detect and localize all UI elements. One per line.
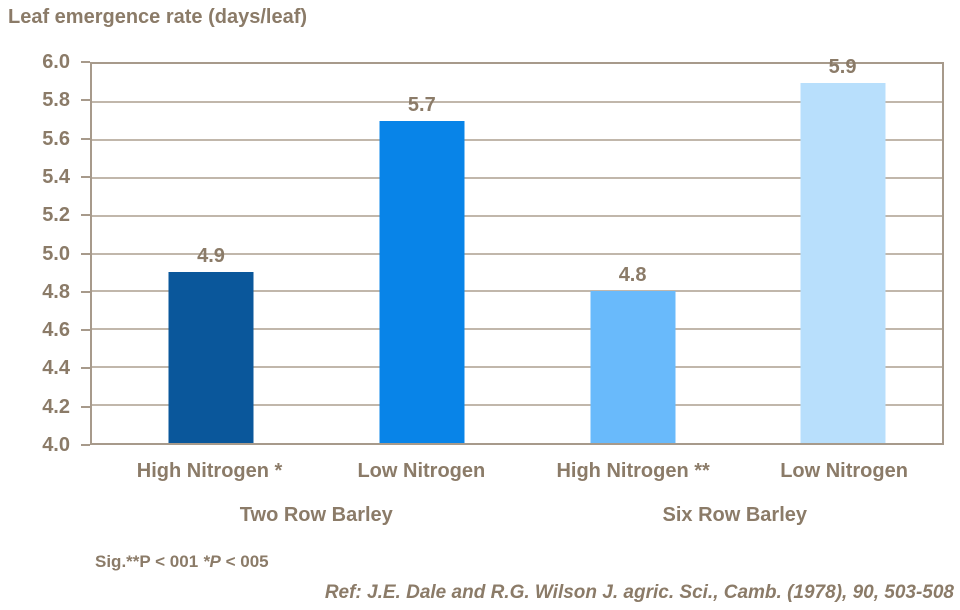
y-tick-mark	[81, 99, 90, 102]
y-tick-label: 5.0	[42, 242, 70, 265]
x-category-label: Low Nitrogen	[780, 460, 908, 482]
y-tick-label: 5.4	[42, 165, 70, 188]
y-tick-mark	[81, 61, 90, 63]
reference-citation: Ref: J.E. Dale and R.G. Wilson J. agric.…	[324, 582, 954, 603]
y-tick-mark	[81, 252, 90, 255]
x-category-label: Low Nitrogen	[357, 460, 486, 482]
significance-segment: *P	[202, 552, 221, 571]
x-category-label: High Nitrogen *	[136, 460, 283, 482]
group-label: Two Row Barley	[239, 504, 393, 526]
gridline	[92, 252, 942, 255]
plot-area: 4.9 5.7 4.8 5.9	[90, 56, 944, 445]
y-tick-label: 4.8	[42, 280, 70, 303]
chart-title: Leaf emergence rate (days/leaf)	[8, 6, 308, 28]
y-tick-mark	[81, 214, 90, 217]
x-axis-labels: High Nitrogen * Low Nitrogen High Nitrogen…	[90, 460, 944, 484]
gridline	[92, 404, 942, 407]
y-tick-label: 5.8	[42, 89, 70, 112]
y-tick-mark	[81, 367, 90, 370]
y-tick-mark	[81, 444, 90, 446]
bar-value-label: 4.9	[197, 245, 225, 268]
bar-value-label: 4.8	[618, 264, 647, 287]
gridline	[92, 100, 942, 103]
category-group-labels: Two Row Barley Six Row Barley	[90, 504, 944, 528]
gridline	[92, 290, 942, 293]
y-tick-label: 4.6	[42, 319, 70, 342]
y-tick-label: 4.0	[42, 434, 70, 456]
y-tick-mark	[81, 290, 90, 293]
y-tick-label: 4.2	[42, 395, 70, 418]
y-tick-mark	[81, 137, 90, 140]
y-tick-mark	[81, 329, 90, 332]
y-tick-label: 5.6	[42, 127, 70, 150]
y-tick-mark	[81, 175, 90, 178]
bar-2	[379, 120, 465, 443]
gridline	[92, 366, 942, 369]
y-tick-label: 4.4	[42, 357, 70, 380]
y-tick-label: 6.0	[42, 51, 70, 73]
bar-value-label: 5.9	[828, 55, 857, 78]
bar-1	[168, 272, 254, 443]
gridline	[92, 214, 942, 217]
significance-segment: < 005	[220, 552, 269, 571]
gridline	[92, 138, 942, 141]
group-label: Six Row Barley	[662, 504, 808, 526]
y-tick-mark	[81, 405, 90, 408]
gridline	[92, 328, 942, 331]
y-tick-label: 5.2	[42, 204, 70, 227]
x-category-label: High Nitrogen **	[556, 460, 710, 482]
bar-value-label: 5.7	[407, 93, 436, 116]
significance-segment: Sig.**P < 001	[95, 552, 203, 571]
gridline	[92, 176, 942, 179]
bar-4	[800, 82, 886, 443]
significance-note: Sig.**P < 001 *P < 005	[95, 552, 269, 572]
bar-3	[590, 291, 676, 443]
y-axis: 6.0 5.8 5.6 5.4 5.2 5.0 4.8 4.6 4.4 4.2 4.0	[0, 52, 90, 455]
